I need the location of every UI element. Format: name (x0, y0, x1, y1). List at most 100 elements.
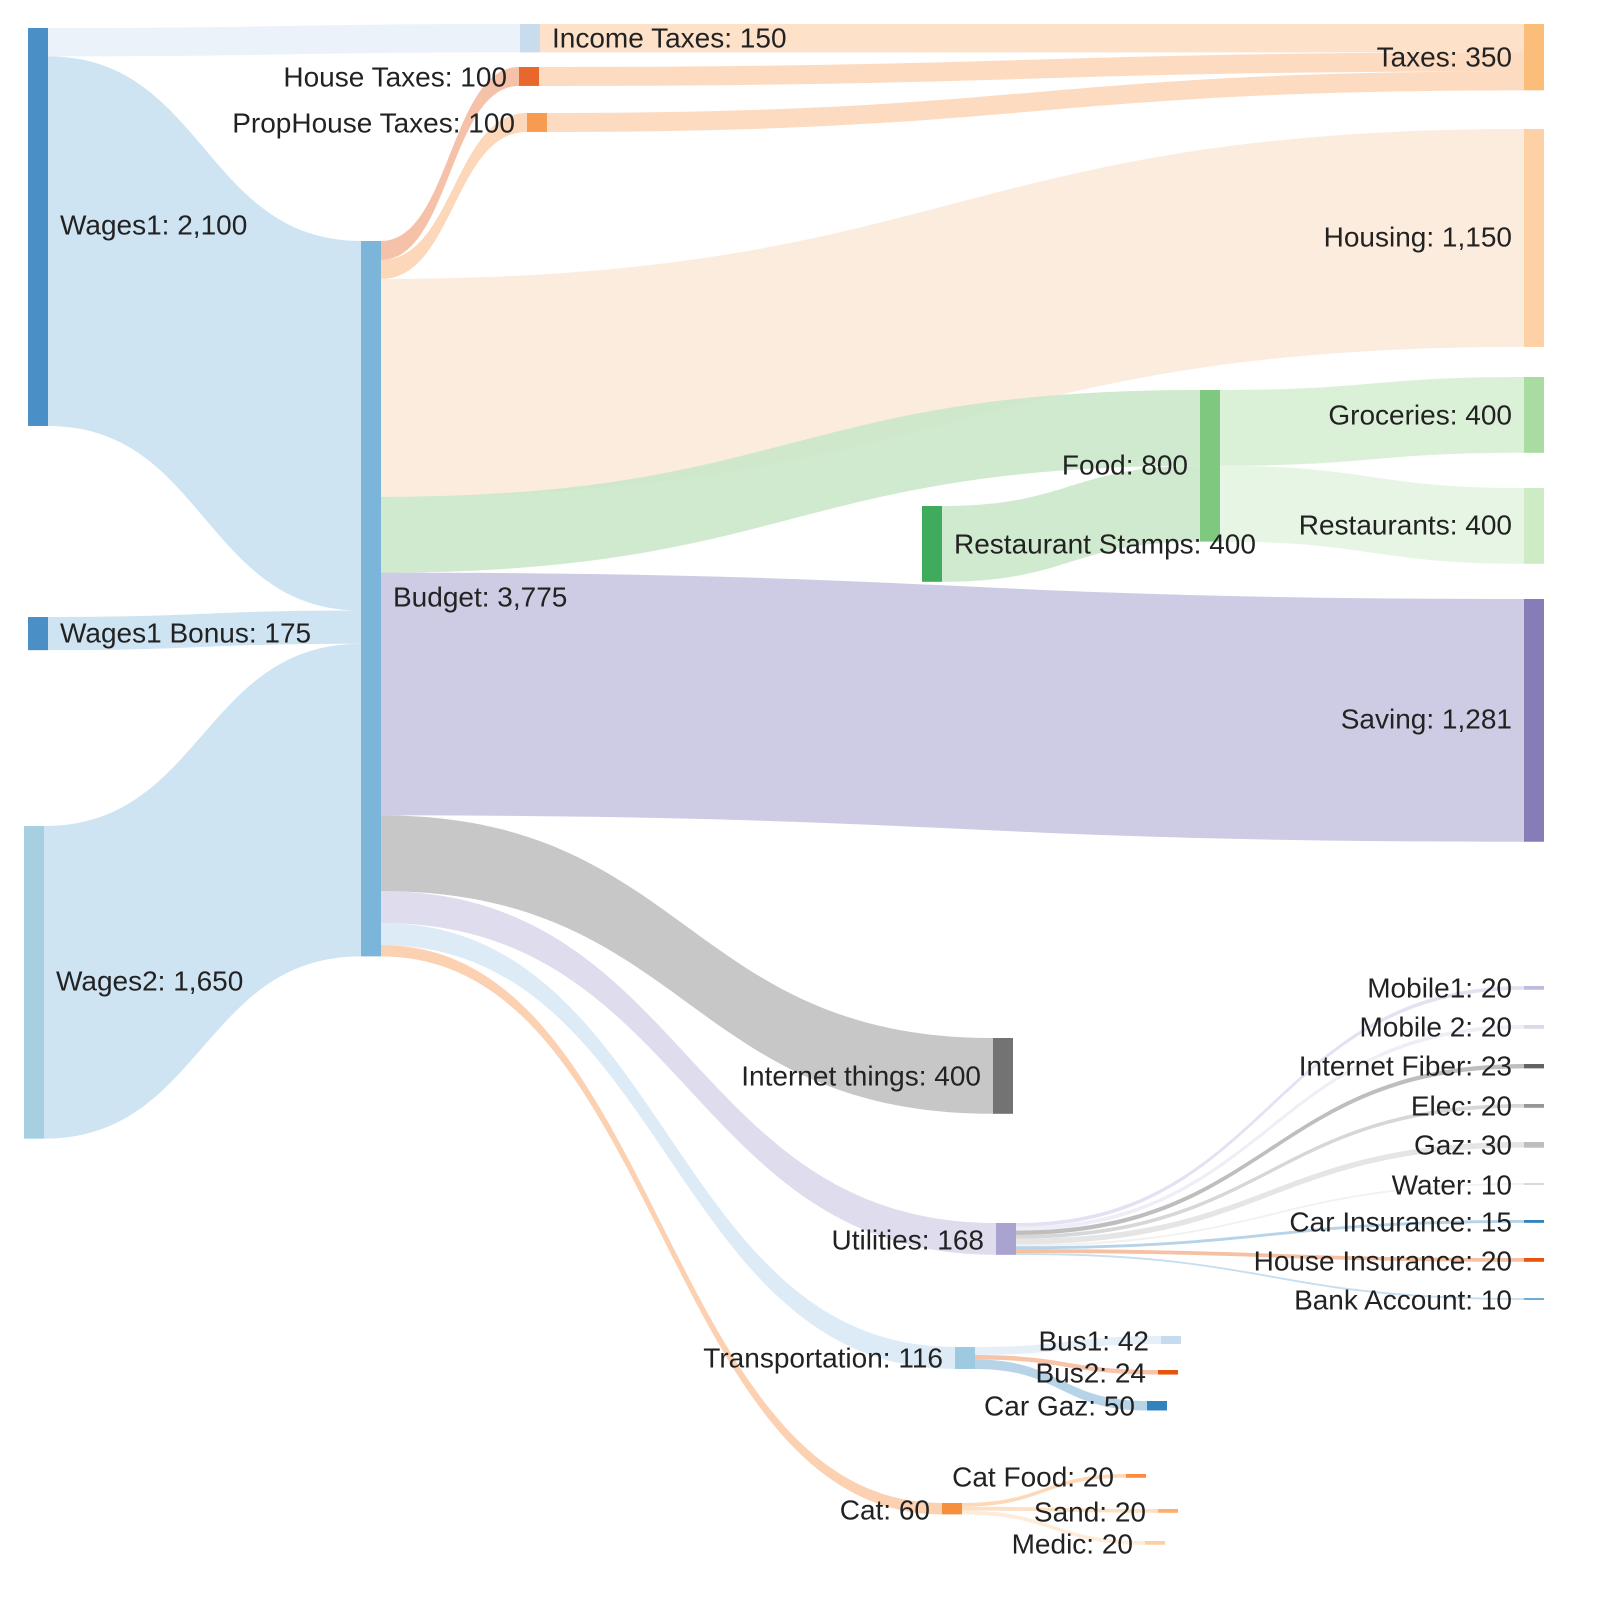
link-utilities-to-mobile2 (1016, 1025, 1524, 1231)
link-utilities-to-gaz (1016, 1142, 1524, 1245)
node-label-groceries: Groceries: 400 (1328, 400, 1512, 431)
node-wages2 (24, 826, 44, 1139)
node-label-mobile2: Mobile 2: 20 (1359, 1012, 1512, 1043)
node-groceries (1524, 377, 1544, 453)
node-label-water: Water: 10 (1392, 1170, 1512, 1201)
node-internet_things (993, 1038, 1013, 1114)
link-budget-to-transportation (381, 923, 955, 1369)
link-transportation-to-bus1 (975, 1336, 1161, 1355)
node-label-restaurants: Restaurants: 400 (1299, 510, 1512, 541)
link-cat-to-sand (962, 1506, 1158, 1513)
node-prophouse_taxes (527, 113, 547, 132)
link-transportation-to-cargaz (975, 1359, 1147, 1411)
node-label-housing: Housing: 1,150 (1324, 222, 1512, 253)
node-label-house_taxes: House Taxes: 100 (283, 62, 507, 93)
node-food (1200, 390, 1220, 542)
node-label-cargaz: Car Gaz: 50 (984, 1391, 1135, 1422)
links-layer (44, 24, 1524, 1545)
node-label-bank: Bank Account: 10 (1294, 1285, 1512, 1316)
link-house_taxes-to-taxes (539, 52, 1524, 86)
node-mobile1 (1524, 986, 1544, 990)
node-budget (361, 241, 381, 957)
link-budget-to-housing (381, 129, 1524, 497)
node-label-bonus: Wages1 Bonus: 175 (60, 618, 311, 649)
node-income_taxes (520, 24, 540, 53)
node-label-wages1: Wages1: 2,100 (60, 210, 247, 241)
link-utilities-to-water (1016, 1183, 1524, 1247)
link-budget-to-house_taxes (381, 67, 519, 260)
node-medic (1145, 1541, 1165, 1545)
node-bus1 (1161, 1336, 1181, 1344)
link-cat-to-catfood (962, 1474, 1126, 1507)
node-label-house_ins: House Insurance: 20 (1254, 1246, 1512, 1277)
link-food-to-groceries (1220, 377, 1524, 466)
node-label-bus2: Bus2: 24 (1035, 1358, 1146, 1389)
node-label-stamps: Restaurant Stamps: 400 (954, 529, 1256, 560)
node-label-wages2: Wages2: 1,650 (56, 966, 243, 997)
link-transportation-to-bus2 (975, 1354, 1158, 1375)
node-label-sand: Sand: 20 (1034, 1497, 1146, 1528)
node-sand (1158, 1509, 1178, 1513)
link-budget-to-saving (381, 572, 1524, 842)
node-mobile2 (1524, 1025, 1544, 1029)
node-restaurants (1524, 488, 1544, 564)
node-label-mobile1: Mobile1: 20 (1367, 973, 1512, 1004)
node-label-gaz: Gaz: 30 (1414, 1130, 1512, 1161)
node-label-taxes: Taxes: 350 (1377, 42, 1512, 73)
node-label-fiber: Internet Fiber: 23 (1299, 1051, 1512, 1082)
node-wages1 (28, 28, 48, 426)
link-budget-to-prophouse_taxes (381, 113, 527, 279)
node-label-transportation: Transportation: 116 (703, 1343, 943, 1374)
node-label-utilities: Utilities: 168 (831, 1225, 984, 1256)
node-bonus (28, 617, 48, 651)
node-label-car_ins: Car Insurance: 15 (1289, 1207, 1512, 1238)
node-water (1524, 1183, 1544, 1185)
node-utilities (996, 1223, 1016, 1255)
node-label-prophouse_taxes: PropHouse Taxes: 100 (232, 108, 515, 139)
link-cat-to-medic (962, 1510, 1145, 1545)
node-label-medic: Medic: 20 (1012, 1529, 1133, 1560)
link-income_taxes-to-taxes (540, 24, 1524, 53)
node-saving (1524, 599, 1544, 842)
node-fiber (1524, 1064, 1544, 1069)
link-stamps-to-food (942, 465, 1200, 582)
link-budget-to-internet_things (381, 815, 993, 1114)
node-label-catfood: Cat Food: 20 (952, 1462, 1114, 1493)
node-label-internet_things: Internet things: 400 (741, 1061, 981, 1092)
link-food-to-restaurants (1220, 465, 1524, 564)
node-house_ins (1524, 1258, 1544, 1262)
node-label-food: Food: 800 (1062, 450, 1188, 481)
node-elec (1524, 1104, 1544, 1108)
node-label-budget: Budget: 3,775 (393, 582, 567, 613)
link-utilities-to-mobile1 (1016, 986, 1524, 1227)
link-wages1-to-budget (48, 56, 361, 611)
link-utilities-to-fiber (1016, 1064, 1524, 1235)
link-bonus-to-budget (48, 610, 361, 651)
node-label-bus1: Bus1: 42 (1038, 1326, 1149, 1357)
link-wages2-to-budget (44, 643, 361, 1139)
link-wages1-to-income_taxes (48, 24, 520, 57)
node-bus2 (1158, 1370, 1178, 1375)
node-transportation (955, 1347, 975, 1369)
link-utilities-to-elec (1016, 1104, 1524, 1239)
node-catfood (1126, 1474, 1146, 1478)
node-car_ins (1524, 1220, 1544, 1223)
nodes-layer (24, 24, 1544, 1545)
node-housing (1524, 129, 1544, 347)
node-house_taxes (519, 67, 539, 86)
node-label-elec: Elec: 20 (1411, 1091, 1512, 1122)
link-utilities-to-car_ins (1016, 1220, 1524, 1250)
node-gaz (1524, 1142, 1544, 1148)
node-bank (1524, 1298, 1544, 1300)
node-taxes (1524, 24, 1544, 91)
node-label-income_taxes: Income Taxes: 150 (552, 23, 787, 54)
link-prophouse_taxes-to-taxes (547, 71, 1524, 132)
link-utilities-to-bank (1016, 1252, 1524, 1300)
link-budget-to-food (381, 390, 1200, 573)
labels-layer: Wages1: 2,100 Wages1 Bonus: 175 Wages2: 1,… (56, 23, 1512, 1560)
node-label-saving: Saving: 1,281 (1341, 704, 1512, 735)
node-label-cat: Cat: 60 (840, 1495, 930, 1526)
node-stamps (922, 506, 942, 582)
link-utilities-to-house_ins (1016, 1249, 1524, 1262)
